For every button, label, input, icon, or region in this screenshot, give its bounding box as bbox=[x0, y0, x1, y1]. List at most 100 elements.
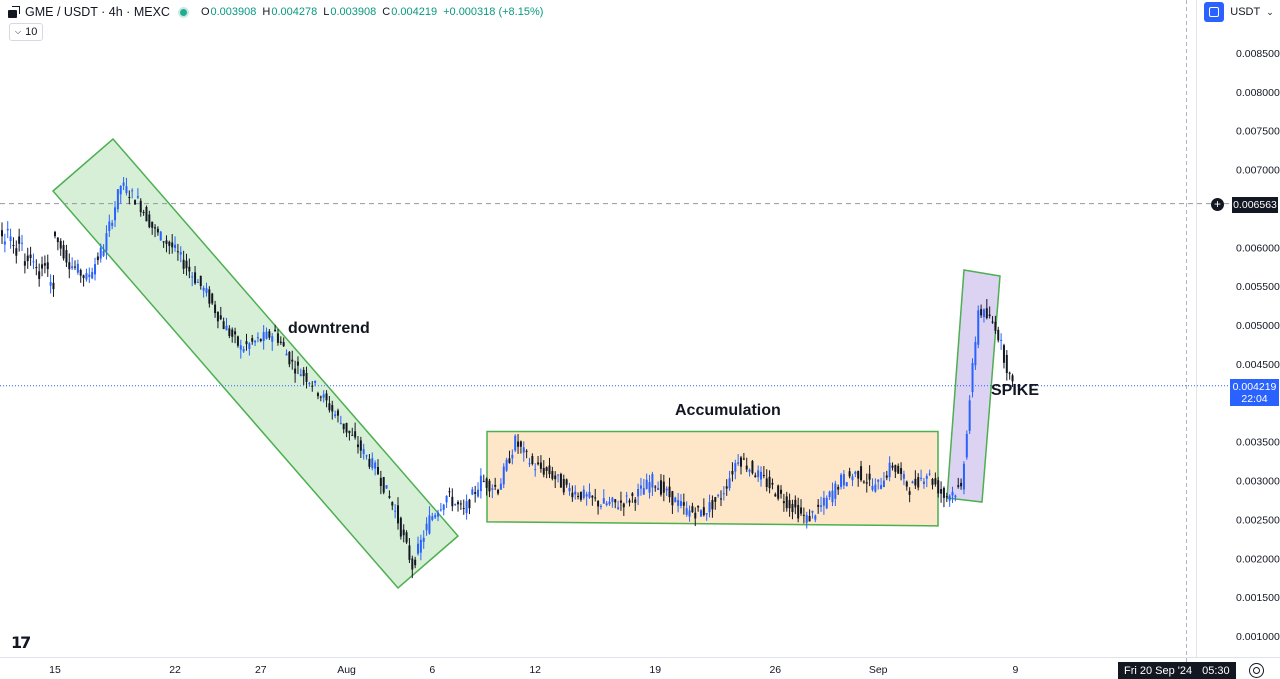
candle-body bbox=[359, 440, 362, 451]
candle-body bbox=[23, 261, 26, 266]
candle-body bbox=[185, 260, 188, 269]
candle-body bbox=[734, 463, 737, 472]
candle-body bbox=[296, 361, 299, 366]
candle-body bbox=[897, 465, 900, 474]
candle-body bbox=[305, 372, 308, 382]
candle-body bbox=[114, 207, 117, 221]
low-value: 0.003908 bbox=[330, 6, 377, 18]
candle-body bbox=[505, 459, 508, 471]
candle-body bbox=[622, 503, 625, 508]
last-price-value: 0.004219 bbox=[1232, 380, 1277, 393]
candle-body bbox=[748, 469, 751, 472]
candle-body bbox=[268, 331, 271, 338]
candle-body bbox=[731, 470, 734, 475]
chevron-down-icon: ⌵ bbox=[15, 27, 22, 36]
candle-body bbox=[942, 487, 945, 498]
candle-body bbox=[828, 491, 831, 498]
candle-body bbox=[176, 251, 179, 253]
candle-body bbox=[962, 463, 965, 490]
candle-body bbox=[677, 500, 680, 506]
time-tick-label: 27 bbox=[255, 664, 267, 676]
candle-body bbox=[845, 482, 848, 487]
candle-body bbox=[805, 515, 808, 523]
settings-gear-icon[interactable] bbox=[1249, 663, 1264, 678]
candle-body bbox=[571, 492, 574, 498]
candle-body bbox=[854, 471, 857, 474]
candle-body bbox=[239, 345, 242, 350]
candle-body bbox=[208, 289, 211, 304]
time-tick-label: 26 bbox=[769, 664, 781, 676]
candle-body bbox=[494, 484, 497, 487]
symbol-title[interactable]: GME / USDT · 4h · MEXC bbox=[25, 5, 170, 19]
candle-body bbox=[671, 491, 674, 506]
bar-countdown: 22:04 bbox=[1241, 392, 1268, 405]
candle-body bbox=[551, 471, 554, 479]
tradingview-logo-icon[interactable]: 17 bbox=[11, 633, 31, 652]
candle-body bbox=[165, 240, 168, 244]
candle-body bbox=[857, 471, 860, 479]
candle-body bbox=[82, 275, 85, 278]
candle-body bbox=[611, 497, 614, 502]
candle-body bbox=[128, 196, 131, 198]
candle-body bbox=[982, 309, 985, 318]
downtrend-zone[interactable] bbox=[51, 137, 460, 590]
candle-body bbox=[285, 353, 288, 356]
candle-body bbox=[417, 543, 420, 554]
currency-select[interactable]: USDT ⌄ bbox=[1227, 2, 1277, 22]
annotation-downtrend[interactable]: downtrend bbox=[288, 320, 370, 337]
close-label: C bbox=[382, 6, 391, 18]
volume-indicator-toggle[interactable]: ⌵ 10 bbox=[9, 23, 44, 41]
candle-body bbox=[145, 206, 148, 222]
candle-body bbox=[771, 482, 774, 485]
price-tick-label: 0.005500 bbox=[1236, 281, 1280, 293]
annotation-spike[interactable]: SPIKE bbox=[991, 382, 1040, 399]
candle-body bbox=[585, 494, 588, 497]
candle-body bbox=[534, 469, 537, 471]
candle-body bbox=[800, 507, 803, 514]
candle-body bbox=[156, 228, 159, 233]
candle-body bbox=[316, 393, 319, 397]
price-tick-label: 0.002500 bbox=[1236, 514, 1280, 526]
candle-body bbox=[517, 441, 520, 447]
candle-body bbox=[448, 491, 451, 493]
candle-body bbox=[111, 222, 114, 226]
candle-body bbox=[168, 241, 171, 246]
candle-body bbox=[394, 510, 397, 512]
candle-body bbox=[334, 414, 337, 417]
candle-body bbox=[831, 490, 834, 503]
candle-body bbox=[179, 252, 182, 255]
candle-body bbox=[99, 247, 102, 259]
candle-body bbox=[236, 336, 239, 346]
candle-body bbox=[62, 245, 65, 259]
candle-body bbox=[302, 369, 305, 377]
candle-body bbox=[428, 515, 431, 534]
candle-body bbox=[1, 230, 3, 237]
candle-body bbox=[511, 454, 514, 459]
candle-body bbox=[808, 515, 811, 522]
candle-body bbox=[325, 393, 328, 401]
price-tick-label: 0.005000 bbox=[1236, 320, 1280, 332]
candle-body bbox=[136, 196, 139, 198]
candle-body bbox=[151, 221, 154, 228]
time-tick-label: Sep bbox=[869, 664, 888, 676]
screenshot-button-icon[interactable] bbox=[1204, 2, 1224, 22]
candle-body bbox=[617, 507, 620, 509]
last-price-tag: 0.004219 22:04 bbox=[1230, 379, 1279, 406]
annotation-accumulation[interactable]: Accumulation bbox=[675, 402, 781, 419]
price-tick-label: 0.006000 bbox=[1236, 242, 1280, 254]
candle-body bbox=[105, 233, 108, 251]
candle-body bbox=[3, 241, 6, 245]
add-alert-plus-icon[interactable]: + bbox=[1211, 198, 1224, 211]
candle-body bbox=[191, 276, 194, 278]
candle-body bbox=[248, 343, 251, 349]
candle-body bbox=[497, 489, 500, 494]
candle-body bbox=[965, 433, 968, 458]
candle-body bbox=[905, 481, 908, 487]
candle-body bbox=[437, 512, 440, 517]
candle-body bbox=[708, 502, 711, 513]
open-value: 0.003908 bbox=[210, 6, 257, 18]
candle-body bbox=[454, 504, 457, 506]
candle-body bbox=[477, 489, 480, 497]
candle-body bbox=[339, 422, 342, 424]
